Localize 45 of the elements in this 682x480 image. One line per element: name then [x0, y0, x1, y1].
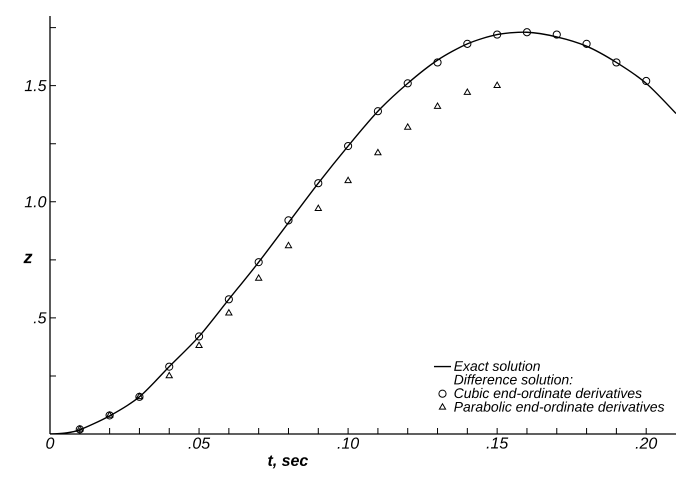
x-axis-title: t, sec [268, 455, 308, 468]
point [344, 176, 352, 184]
y-axis-title: z [23, 254, 32, 264]
point [582, 40, 591, 48]
legend-label: Exact solution [454, 360, 540, 371]
point [434, 102, 442, 109]
point [284, 242, 292, 248]
point [493, 30, 502, 39]
point [374, 148, 382, 156]
x-tick-label: .10 [338, 438, 360, 449]
point [106, 411, 114, 420]
y-tick-label: 1.5 [24, 80, 47, 92]
point [106, 411, 114, 418]
point [254, 258, 263, 266]
point [314, 179, 322, 188]
legend-title: Difference solution: [454, 374, 572, 385]
x-tick-label: .15 [486, 438, 508, 449]
point [224, 295, 233, 304]
point [494, 82, 501, 88]
point [404, 123, 412, 130]
x-tick-label: .20 [636, 438, 658, 449]
point [464, 88, 471, 95]
point [284, 216, 293, 224]
point [314, 204, 322, 212]
point [374, 107, 382, 116]
point [344, 142, 352, 150]
point [255, 274, 262, 281]
point [433, 58, 442, 67]
x-tick-label: 0 [46, 438, 54, 449]
point [166, 372, 173, 378]
point [195, 342, 203, 348]
point [225, 309, 232, 316]
x-tick-label: .05 [188, 438, 210, 449]
legend-label: Parabolic end-ordinate derivatives [454, 401, 664, 412]
point [552, 30, 561, 39]
point [404, 79, 412, 88]
point [522, 28, 532, 36]
point [612, 58, 620, 67]
point [642, 76, 650, 86]
legend-label: Cubic end-ordinate derivatives [454, 388, 642, 398]
point [165, 362, 174, 371]
y-tick-label: 1.0 [24, 196, 46, 208]
point [194, 332, 204, 341]
point [463, 40, 472, 48]
y-tick-label: .5 [34, 312, 47, 324]
